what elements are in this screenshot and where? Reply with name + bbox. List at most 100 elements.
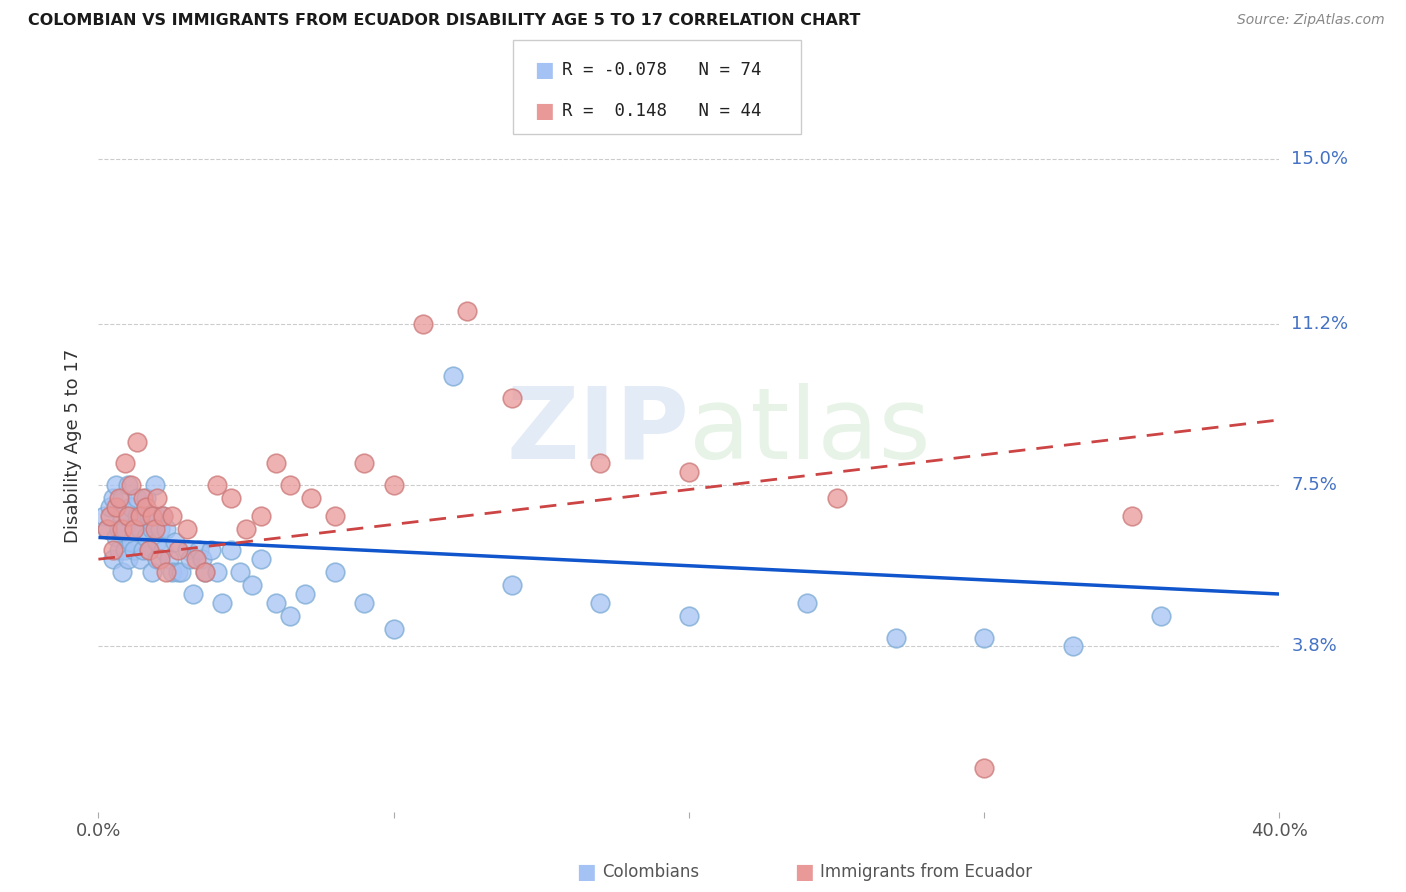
Point (105, 478, 128, 492)
Point (143, 522, 166, 536)
Point (176, 543, 198, 558)
Point (165, 534, 187, 549)
Point (111, 508, 134, 523)
Text: ■: ■ (534, 60, 554, 79)
Point (105, 530, 128, 544)
Text: 3.8%: 3.8% (1291, 637, 1337, 656)
Text: 15.0%: 15.0% (1291, 150, 1348, 168)
Point (146, 491, 169, 506)
Point (219, 491, 242, 506)
Point (122, 543, 145, 558)
Point (135, 491, 157, 506)
Point (973, 631, 995, 645)
Point (141, 566, 163, 580)
Point (152, 508, 174, 523)
Point (108, 543, 131, 558)
Point (678, 465, 700, 479)
Point (149, 552, 172, 566)
Point (205, 566, 228, 580)
Text: Immigrants from Ecuador: Immigrants from Ecuador (820, 863, 1032, 881)
Point (152, 508, 174, 523)
Point (205, 478, 228, 492)
Point (138, 543, 160, 558)
Point (117, 552, 139, 566)
Point (412, 317, 434, 331)
Point (122, 522, 145, 536)
Point (323, 508, 346, 523)
Point (103, 491, 125, 506)
Text: ■: ■ (534, 102, 554, 121)
Point (1121, 508, 1143, 523)
Text: 11.2%: 11.2% (1291, 315, 1348, 333)
Text: atlas: atlas (689, 383, 931, 480)
Point (117, 508, 139, 523)
Point (162, 566, 183, 580)
Point (299, 491, 322, 506)
Text: ZIP: ZIP (506, 383, 689, 480)
Point (103, 552, 125, 566)
Point (162, 508, 183, 523)
Point (122, 522, 145, 536)
Point (135, 530, 157, 544)
Point (200, 543, 222, 558)
Point (187, 543, 209, 558)
Point (125, 491, 148, 506)
Point (155, 522, 177, 536)
Point (184, 552, 207, 566)
Point (143, 508, 166, 523)
Point (353, 596, 375, 610)
Point (176, 522, 198, 536)
Point (1150, 608, 1173, 623)
Point (219, 543, 242, 558)
Point (229, 566, 252, 580)
Point (170, 566, 193, 580)
Point (128, 508, 150, 523)
Point (152, 543, 174, 558)
Point (108, 491, 131, 506)
Point (194, 566, 217, 580)
Point (235, 522, 257, 536)
Point (181, 587, 204, 601)
Point (117, 478, 139, 492)
Point (191, 552, 214, 566)
Point (323, 566, 346, 580)
Text: R =  0.148   N = 44: R = 0.148 N = 44 (562, 103, 762, 120)
Point (146, 552, 169, 566)
Point (125, 434, 148, 449)
Point (825, 491, 848, 506)
Point (250, 552, 273, 566)
Point (132, 508, 155, 523)
Point (167, 543, 190, 558)
Text: R = -0.078   N = 74: R = -0.078 N = 74 (562, 61, 762, 78)
Point (143, 478, 166, 492)
Point (138, 508, 160, 523)
Point (128, 552, 150, 566)
Point (264, 596, 287, 610)
Point (114, 522, 136, 536)
Point (589, 457, 612, 471)
Point (105, 500, 128, 514)
Text: ■: ■ (794, 863, 814, 882)
Point (211, 596, 233, 610)
Point (138, 543, 160, 558)
Point (294, 587, 316, 601)
Point (135, 500, 157, 514)
Point (96, 522, 118, 536)
Point (141, 508, 163, 523)
Point (501, 391, 523, 405)
Point (155, 566, 177, 580)
Point (125, 508, 148, 523)
Point (382, 478, 405, 492)
Point (240, 578, 263, 592)
Point (149, 522, 172, 536)
Point (179, 552, 201, 566)
Point (501, 578, 523, 592)
Point (141, 522, 163, 536)
Point (589, 596, 612, 610)
Point (120, 500, 142, 514)
Point (278, 608, 302, 623)
Point (157, 552, 180, 566)
Point (93, 508, 115, 523)
Point (456, 304, 478, 318)
Y-axis label: Disability Age 5 to 17: Disability Age 5 to 17 (63, 349, 82, 543)
